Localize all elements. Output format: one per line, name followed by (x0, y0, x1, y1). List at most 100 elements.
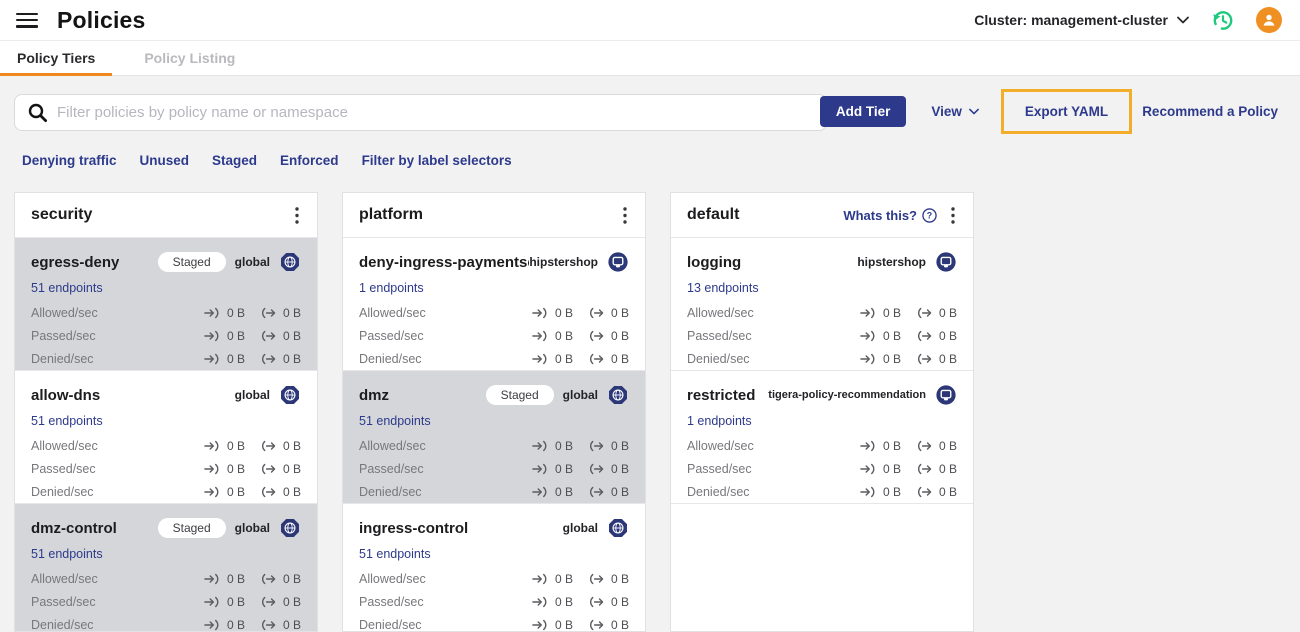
add-tier-button[interactable]: Add Tier (819, 96, 907, 127)
ingress-bytes-value: 0 B (226, 306, 245, 320)
ingress-bytes-value: 0 B (554, 306, 573, 320)
namespace-icon (607, 251, 629, 273)
filter-link-filter-by-label-selectors[interactable]: Filter by label selectors (361, 153, 512, 168)
ingress-bytes-value: 0 B (554, 485, 573, 499)
globe-octagon-icon (607, 384, 629, 406)
hamburger-icon[interactable] (16, 12, 38, 28)
ingress-bytes-value: 0 B (554, 595, 573, 609)
arrow-out-of-bracket-icon (588, 440, 605, 452)
arrow-into-bracket-icon (860, 486, 877, 498)
tier-header: default Whats this?? (671, 193, 973, 237)
endpoints-link[interactable]: 1 endpoints (687, 414, 752, 428)
filter-link-unused[interactable]: Unused (139, 153, 190, 168)
metric-row: Denied/sec 0 B 0 B (359, 618, 629, 631)
cluster-selector[interactable]: Cluster: management-cluster (974, 12, 1189, 28)
arrow-into-bracket-icon (204, 573, 221, 585)
ingress-bytes-value: 0 B (882, 329, 901, 343)
endpoints-link[interactable]: 51 endpoints (31, 414, 103, 428)
arrow-out-of-bracket-icon (588, 573, 605, 585)
policy-card-egress-deny[interactable]: egress-deny Staged global 51 endpoints Allow… (15, 237, 317, 370)
arrow-into-bracket-icon (532, 573, 549, 585)
search-input[interactable] (57, 104, 814, 121)
filter-link-enforced[interactable]: Enforced (280, 153, 339, 168)
arrow-into-bracket-icon (532, 307, 549, 319)
egress-bytes-value: 0 B (282, 595, 301, 609)
policy-card-deny-ingress-paymentservi[interactable]: deny-ingress-paymentservi...hipstershop 1… (343, 237, 645, 370)
ingress-bytes-value: 0 B (226, 329, 245, 343)
tab-policy-tiers[interactable]: Policy Tiers (0, 41, 113, 76)
view-dropdown-button[interactable]: View (931, 104, 979, 119)
egress-bytes-value: 0 B (282, 439, 301, 453)
metric-row: Allowed/sec 0 B 0 B (687, 306, 957, 320)
policy-scope-label: global (562, 388, 598, 402)
history-restore-icon[interactable] (1209, 7, 1236, 34)
policy-scope-label: global (234, 521, 270, 535)
policy-card-logging[interactable]: logging hipstershop 13 endpoints Allowed/se… (671, 237, 973, 370)
arrow-into-bracket-icon (204, 353, 221, 365)
metric-label: Denied/sec (687, 485, 750, 499)
endpoints-link[interactable]: 13 endpoints (687, 281, 759, 295)
tier-title: security (31, 206, 93, 223)
question-circle-icon: ? (922, 207, 937, 223)
policy-card-dmz-control[interactable]: dmz-control Staged global 51 endpoints Allow… (15, 503, 317, 631)
view-label: View (931, 104, 962, 119)
ingress-bytes-value: 0 B (554, 572, 573, 586)
tier-empty-space (671, 503, 973, 631)
tier-menu-kebab-icon[interactable] (947, 205, 959, 226)
ingress-bytes-value: 0 B (226, 485, 245, 499)
filter-link-denying-traffic[interactable]: Denying traffic (22, 153, 117, 168)
arrow-into-bracket-icon (204, 307, 221, 319)
ingress-bytes-value: 0 B (226, 572, 245, 586)
arrow-into-bracket-icon (532, 463, 549, 475)
arrow-into-bracket-icon (204, 486, 221, 498)
endpoints-link[interactable]: 1 endpoints (359, 281, 424, 295)
tab-label: Policy Listing (144, 50, 236, 66)
metric-row: Denied/sec 0 B 0 B (687, 485, 957, 499)
arrow-into-bracket-icon (860, 353, 877, 365)
whats-this-link[interactable]: Whats this?? (843, 208, 937, 223)
arrow-into-bracket-icon (204, 440, 221, 452)
metric-row: Passed/sec 0 B 0 B (31, 329, 301, 343)
arrow-out-of-bracket-icon (588, 463, 605, 475)
policy-name: egress-deny (31, 253, 120, 271)
arrow-into-bracket-icon (860, 330, 877, 342)
arrow-out-of-bracket-icon (260, 619, 277, 631)
metric-label: Allowed/sec (31, 439, 98, 453)
metric-label: Allowed/sec (359, 439, 426, 453)
metric-label: Allowed/sec (31, 306, 98, 320)
policy-card-dmz[interactable]: dmz Staged global 51 endpoints Allowed/sec 0 … (343, 370, 645, 503)
policy-scope-label: global (562, 521, 598, 535)
arrow-out-of-bracket-icon (916, 353, 933, 365)
filter-link-staged[interactable]: Staged (212, 153, 258, 168)
endpoints-link[interactable]: 51 endpoints (359, 547, 431, 561)
recommend-policy-button[interactable]: Recommend a Policy (1142, 104, 1278, 119)
tier-menu-kebab-icon[interactable] (291, 205, 303, 226)
arrow-out-of-bracket-icon (260, 330, 277, 342)
export-yaml-button[interactable]: Export YAML (1024, 104, 1109, 119)
endpoints-link[interactable]: 51 endpoints (359, 414, 431, 428)
metric-row: Allowed/sec 0 B 0 B (31, 439, 301, 453)
metric-row: Passed/sec 0 B 0 B (687, 462, 957, 476)
tier-menu-kebab-icon[interactable] (619, 205, 631, 226)
magnifier-icon (27, 102, 48, 123)
metric-label: Denied/sec (31, 485, 94, 499)
metric-row: Allowed/sec 0 B 0 B (359, 439, 629, 453)
arrow-out-of-bracket-icon (916, 307, 933, 319)
egress-bytes-value: 0 B (282, 352, 301, 366)
policy-scope-label: global (234, 255, 270, 269)
endpoints-link[interactable]: 51 endpoints (31, 547, 103, 561)
arrow-out-of-bracket-icon (588, 486, 605, 498)
policy-card-ingress-control[interactable]: ingress-control global 51 endpoints Allowed… (343, 503, 645, 631)
arrow-out-of-bracket-icon (916, 486, 933, 498)
policy-card-restricted[interactable]: restricted tigera-policy-recommendation 1 … (671, 370, 973, 503)
endpoints-link[interactable]: 51 endpoints (31, 281, 103, 295)
tab-policy-listing[interactable]: Policy Listing (127, 41, 252, 75)
egress-bytes-value: 0 B (610, 462, 629, 476)
egress-bytes-value: 0 B (282, 462, 301, 476)
metric-row: Allowed/sec 0 B 0 B (31, 306, 301, 320)
metric-label: Passed/sec (359, 329, 424, 343)
egress-bytes-value: 0 B (610, 352, 629, 366)
policy-card-allow-dns[interactable]: allow-dns global 51 endpoints Allowed/sec 0 … (15, 370, 317, 503)
user-avatar-icon[interactable] (1256, 7, 1282, 33)
metric-label: Passed/sec (31, 595, 96, 609)
